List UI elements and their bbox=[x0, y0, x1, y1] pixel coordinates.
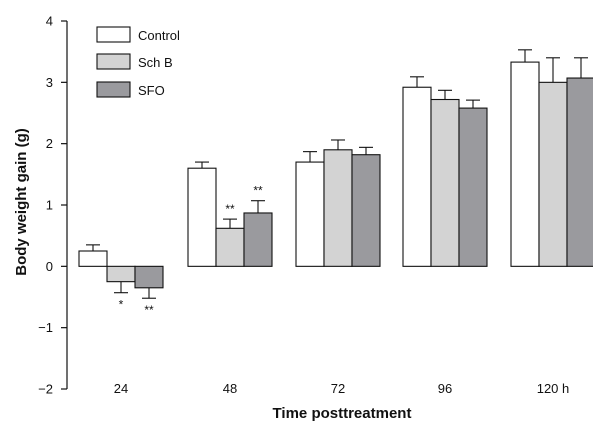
bar bbox=[187, 167, 217, 267]
x-tick-label: 24 bbox=[114, 381, 128, 396]
legend-label: Sch B bbox=[138, 55, 173, 70]
significance-marker: * bbox=[119, 298, 124, 312]
bar bbox=[402, 86, 432, 267]
y-tick-label: 3 bbox=[46, 75, 53, 90]
legend-label: Control bbox=[138, 28, 180, 43]
legend-label: SFO bbox=[138, 83, 165, 98]
bar bbox=[351, 154, 381, 267]
y-tick-label: 4 bbox=[46, 14, 53, 29]
bars: * ****** bbox=[78, 49, 593, 317]
y-tick-label: −2 bbox=[38, 382, 53, 397]
legend-swatch bbox=[96, 81, 131, 98]
bar bbox=[215, 227, 245, 267]
bar bbox=[134, 265, 164, 289]
y-tick-label: 0 bbox=[46, 259, 53, 274]
x-tick-label: 96 bbox=[438, 381, 452, 396]
axes: −2 −1 0 1 2 3 4 24 48 72 96 120 h bbox=[38, 14, 569, 397]
bar bbox=[295, 161, 325, 267]
bar bbox=[430, 98, 460, 267]
x-tick-label: 48 bbox=[223, 381, 237, 396]
significance-marker: ** bbox=[253, 184, 263, 198]
y-tick-label: 1 bbox=[46, 198, 53, 213]
bar bbox=[323, 149, 353, 267]
legend-swatch bbox=[96, 26, 131, 43]
significance-marker: ** bbox=[144, 303, 154, 317]
bar bbox=[458, 107, 488, 267]
bar bbox=[510, 61, 540, 267]
bar bbox=[78, 250, 108, 267]
bar bbox=[243, 212, 273, 267]
y-tick-label: 2 bbox=[46, 136, 53, 151]
y-tick-label: −1 bbox=[38, 320, 53, 335]
legend-swatch bbox=[96, 53, 131, 70]
significance-marker: ** bbox=[225, 202, 235, 216]
x-tick-label: 72 bbox=[331, 381, 345, 396]
x-axis-title: Time posttreatment bbox=[273, 405, 412, 422]
bar bbox=[566, 77, 593, 267]
legend: Control Sch B SFO bbox=[96, 26, 180, 98]
bar bbox=[538, 81, 568, 267]
x-tick-label: 120 h bbox=[537, 381, 570, 396]
y-axis-title: Body weight gain (g) bbox=[13, 128, 30, 276]
bar bbox=[106, 265, 136, 283]
